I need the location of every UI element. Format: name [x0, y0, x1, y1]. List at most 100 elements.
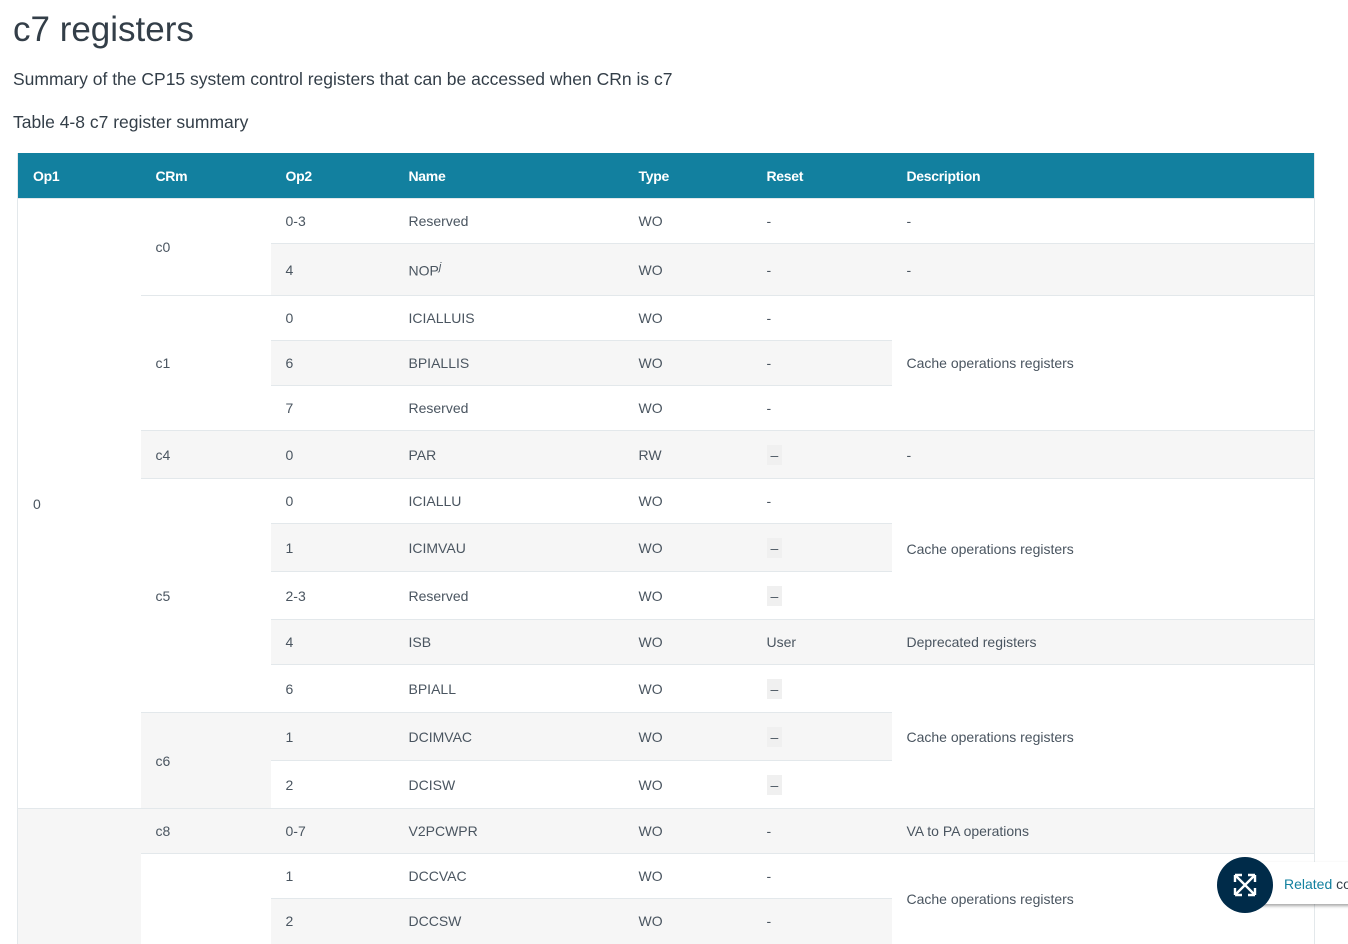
register-name: Reserved — [408, 587, 469, 604]
register-name: DCISW — [408, 776, 456, 793]
reset-value: - — [766, 868, 772, 884]
header-op1: Op1 — [17, 153, 141, 199]
name-cell: PAR — [393, 430, 624, 479]
expand-button[interactable] — [1217, 857, 1273, 913]
table-row: 2 DCISW WO – — [18, 760, 1315, 809]
name-cell: NOPj — [393, 243, 624, 296]
reset-value: - — [766, 355, 772, 371]
name-cell: Reserved — [393, 571, 624, 620]
reset-cell: – — [751, 664, 892, 713]
reset-value: - — [766, 213, 772, 229]
register-name: Reserved — [408, 400, 469, 416]
name-cell: V2PCWPR — [393, 808, 624, 854]
register-name: ICIMVAU — [408, 539, 466, 556]
type-cell: WO — [623, 478, 752, 524]
op2-cell: 4 — [270, 243, 394, 296]
reset-value: – — [766, 444, 783, 465]
reset-value: - — [766, 400, 772, 416]
type-cell: WO — [623, 523, 752, 572]
description-cell: - — [891, 243, 1315, 296]
table-row: 6 BPIALLIS WO - — [18, 340, 1315, 386]
description-cell: Deprecated registers — [891, 619, 1315, 665]
op2-cell: 0 — [270, 295, 394, 341]
reset-cell: - — [751, 385, 892, 431]
table-caption: Table 4-8 c7 register summary — [13, 112, 249, 132]
reset-cell: – — [751, 760, 892, 809]
reset-value: - — [766, 823, 772, 839]
reset-value: – — [766, 678, 783, 699]
reset-value: – — [766, 537, 783, 558]
header-type: Type — [623, 153, 752, 199]
register-name: Reserved — [408, 213, 469, 229]
crm-cell: c1 — [140, 295, 271, 431]
reset-cell: - — [751, 853, 892, 899]
name-cell: BPIALLIS — [393, 340, 624, 386]
register-name: DCCSW — [408, 913, 462, 930]
type-cell: WO — [623, 853, 752, 899]
op2-cell: 4 — [270, 619, 394, 665]
op2-cell: 2 — [270, 898, 394, 944]
register-name: ICIALLU — [408, 493, 462, 509]
table-row: c1 0 ICIALLUIS WO - Cache operations register… — [18, 295, 1315, 431]
table-row: c5 0 ICIALLU WO - Cache operations registers — [18, 478, 1315, 713]
register-name: ISB — [408, 634, 432, 650]
description-cell: - — [891, 198, 1315, 244]
reset-cell: – — [751, 712, 892, 761]
name-cell: Reserved — [393, 198, 624, 244]
type-cell: WO — [623, 898, 752, 944]
crm-cell: c8 — [140, 808, 271, 854]
reset-cell: - — [751, 340, 892, 386]
reset-cell: User — [751, 619, 892, 665]
related-content-button[interactable]: Related content — [1258, 862, 1348, 904]
reset-cell: - — [751, 898, 892, 944]
reset-value: - — [766, 310, 772, 326]
type-cell: WO — [623, 712, 752, 761]
register-name: BPIALLIS — [408, 355, 470, 371]
expand-arrows-icon — [1233, 873, 1257, 897]
reset-cell: - — [751, 478, 892, 524]
table-row: 6 BPIALL WO – Cache operations registers — [18, 664, 1315, 809]
op2-cell: 6 — [270, 340, 394, 386]
type-cell: WO — [623, 664, 752, 713]
page-subtitle: Summary of the CP15 system control regis… — [13, 69, 673, 89]
register-name: ICIALLUIS — [408, 310, 475, 326]
description-cell: Cache operations registers — [891, 295, 1315, 431]
table-row: 7 Reserved WO - — [18, 385, 1315, 431]
register-name: DCIMVAC — [408, 728, 473, 745]
table-row: 4 NOPj WO - - — [18, 243, 1315, 296]
register-name: DCCVAC — [408, 868, 467, 884]
name-cell: BPIALL — [393, 664, 624, 713]
reset-value: – — [766, 774, 783, 795]
crm-cell — [140, 853, 271, 944]
op2-cell: 0-3 — [270, 198, 394, 244]
reset-value: - — [766, 493, 772, 509]
related-label-rest: content — [1336, 876, 1348, 892]
type-cell: WO — [623, 295, 752, 341]
reset-value: – — [766, 726, 783, 747]
name-cell: DCISW — [393, 760, 624, 809]
type-cell: WO — [623, 385, 752, 431]
description-cell: - — [891, 430, 1315, 479]
register-name: PAR — [408, 446, 437, 463]
type-cell: WO — [623, 619, 752, 665]
type-cell: WO — [623, 198, 752, 244]
crm-cell: c5 — [140, 478, 271, 713]
footnote-link[interactable]: j — [438, 260, 442, 273]
op2-cell: 1 — [270, 853, 394, 899]
register-name: BPIALL — [408, 680, 456, 697]
reset-value: User — [766, 634, 797, 650]
op1-cell: 0 — [17, 198, 141, 809]
reset-cell: – — [751, 571, 892, 620]
reset-cell: - — [751, 198, 892, 244]
type-cell: WO — [623, 571, 752, 620]
name-cell: ICIALLUIS — [393, 295, 624, 341]
type-cell: RW — [623, 430, 752, 479]
related-label: Related — [1284, 876, 1333, 892]
reset-cell: - — [751, 243, 892, 296]
description-cell: VA to PA operations — [891, 808, 1315, 854]
type-cell: WO — [623, 340, 752, 386]
table-row: 1 ICIMVAU WO – — [18, 523, 1315, 572]
register-name: NOP — [408, 262, 439, 279]
reset-cell: - — [751, 808, 892, 854]
type-cell: WO — [623, 243, 752, 296]
